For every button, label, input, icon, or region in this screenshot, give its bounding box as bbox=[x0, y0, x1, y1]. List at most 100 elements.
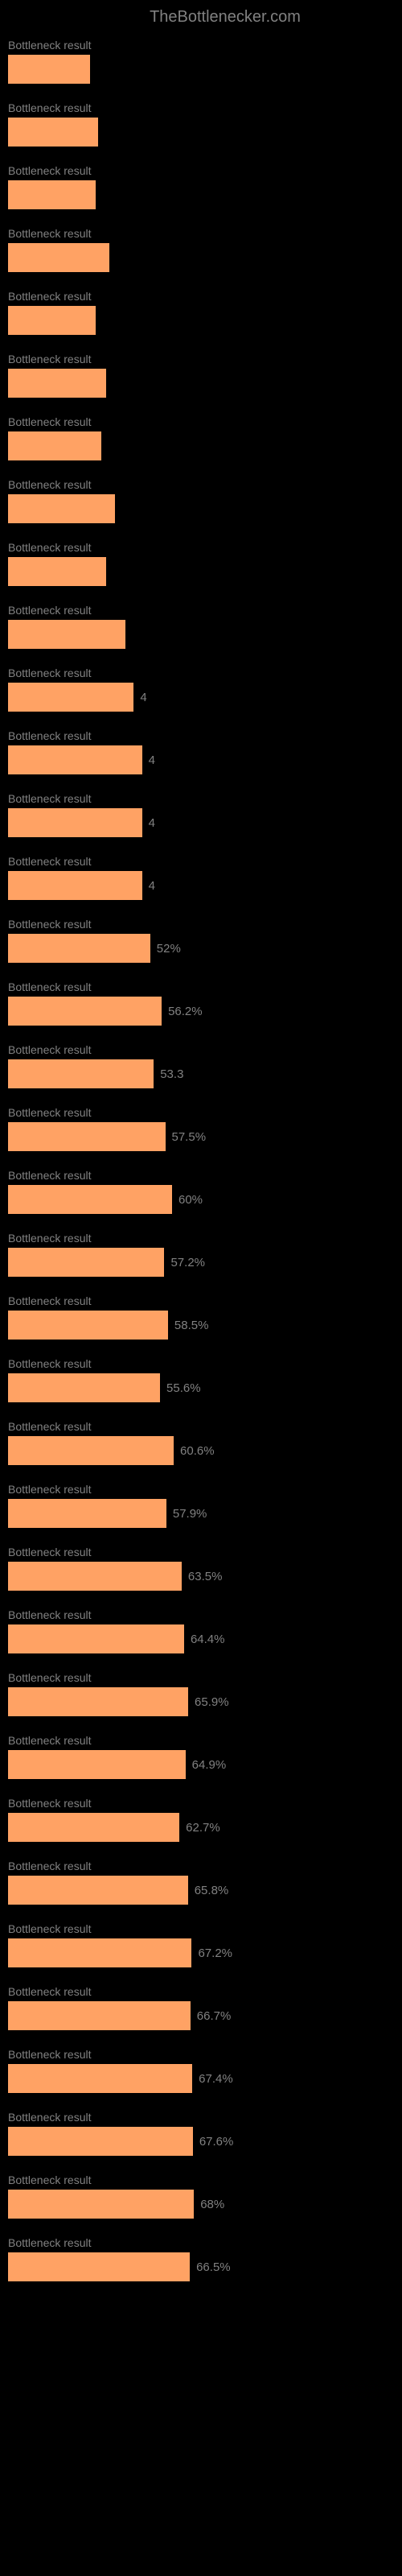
result-bar bbox=[8, 745, 142, 774]
chart-row: Bottleneck result bbox=[8, 415, 394, 460]
chart-row: Bottleneck result bbox=[8, 164, 394, 209]
chart-row: Bottleneck result64.4% bbox=[8, 1608, 394, 1653]
result-value: 56.2% bbox=[168, 1005, 203, 1018]
row-label: Bottleneck result bbox=[8, 541, 394, 554]
result-bar bbox=[8, 494, 115, 523]
result-value: 68% bbox=[200, 2198, 224, 2211]
bar-wrapper: 57.2% bbox=[8, 1248, 394, 1277]
chart-row: Bottleneck result bbox=[8, 227, 394, 272]
bar-wrapper: 65.8% bbox=[8, 1876, 394, 1905]
result-bar bbox=[8, 557, 106, 586]
row-label: Bottleneck result bbox=[8, 1232, 394, 1245]
result-value: 58.5% bbox=[174, 1319, 209, 1332]
result-value: 60% bbox=[178, 1193, 203, 1207]
bar-wrapper: 55.6% bbox=[8, 1373, 394, 1402]
chart-row: Bottleneck result bbox=[8, 101, 394, 147]
bar-wrapper: 4 bbox=[8, 683, 394, 712]
result-value: 4 bbox=[149, 816, 155, 830]
bar-wrapper: 57.5% bbox=[8, 1122, 394, 1151]
bar-wrapper bbox=[8, 243, 394, 272]
bar-wrapper: 60.6% bbox=[8, 1436, 394, 1465]
row-label: Bottleneck result bbox=[8, 1922, 394, 1935]
result-value: 4 bbox=[149, 753, 155, 767]
chart-row: Bottleneck result 65.8% bbox=[8, 1860, 394, 1905]
result-bar bbox=[8, 2252, 190, 2281]
result-bar bbox=[8, 1938, 191, 1967]
result-value: 57.9% bbox=[173, 1507, 207, 1521]
bar-wrapper bbox=[8, 55, 394, 84]
row-label: Bottleneck result bbox=[8, 1169, 394, 1182]
result-value: 67.4% bbox=[199, 2072, 233, 2086]
bar-wrapper: 4 bbox=[8, 745, 394, 774]
row-label: Bottleneck result bbox=[8, 290, 394, 303]
bar-wrapper bbox=[8, 306, 394, 335]
result-value: 65.9% bbox=[195, 1695, 229, 1709]
result-bar bbox=[8, 180, 96, 209]
result-value: 57.5% bbox=[172, 1130, 207, 1144]
result-bar bbox=[8, 1499, 166, 1528]
result-value: 66.7% bbox=[197, 2009, 232, 2023]
row-label: Bottleneck result bbox=[8, 415, 394, 428]
row-label: Bottleneck result bbox=[8, 980, 394, 993]
result-bar bbox=[8, 1248, 164, 1277]
chart-row: Bottleneck result 56.2% bbox=[8, 980, 394, 1026]
chart-row: Bottleneck result58.5% bbox=[8, 1294, 394, 1340]
result-bar bbox=[8, 55, 90, 84]
row-label: Bottleneck result bbox=[8, 1106, 394, 1119]
bar-wrapper: 52% bbox=[8, 934, 394, 963]
row-label: Bottleneck result bbox=[8, 227, 394, 240]
result-bar bbox=[8, 1122, 166, 1151]
result-value: 52% bbox=[157, 942, 181, 956]
bar-wrapper bbox=[8, 180, 394, 209]
chart-row: Bottleneck result 67.4% bbox=[8, 2048, 394, 2093]
site-title: TheBottlenecker.com bbox=[150, 8, 301, 26]
row-label: Bottleneck result bbox=[8, 1860, 394, 1872]
bar-wrapper: 4 bbox=[8, 808, 394, 837]
row-label: Bottleneck result bbox=[8, 2111, 394, 2124]
result-bar bbox=[8, 1562, 182, 1591]
chart-row: Bottleneck result bbox=[8, 478, 394, 523]
result-bar bbox=[8, 2064, 192, 2093]
bar-wrapper: 4 bbox=[8, 871, 394, 900]
chart-row: Bottleneck result 60% bbox=[8, 1169, 394, 1214]
result-bar bbox=[8, 1059, 154, 1088]
bar-wrapper: 53.3 bbox=[8, 1059, 394, 1088]
result-bar bbox=[8, 683, 133, 712]
bar-wrapper: 68% bbox=[8, 2190, 394, 2219]
row-label: Bottleneck result bbox=[8, 1985, 394, 1998]
result-bar bbox=[8, 620, 125, 649]
row-label: Bottleneck result bbox=[8, 164, 394, 177]
row-label: Bottleneck result bbox=[8, 1797, 394, 1810]
bar-wrapper bbox=[8, 431, 394, 460]
row-label: Bottleneck result bbox=[8, 2048, 394, 2061]
chart-row: Bottleneck result 62.7% bbox=[8, 1797, 394, 1842]
row-label: Bottleneck result bbox=[8, 1546, 394, 1558]
result-bar bbox=[8, 1185, 172, 1214]
chart-row: Bottleneck result 66.7% bbox=[8, 1985, 394, 2030]
bar-wrapper: 67.4% bbox=[8, 2064, 394, 2093]
result-bar bbox=[8, 871, 142, 900]
result-value: 66.5% bbox=[196, 2260, 231, 2274]
row-label: Bottleneck result bbox=[8, 353, 394, 365]
result-bar bbox=[8, 369, 106, 398]
result-bar bbox=[8, 1311, 168, 1340]
bar-wrapper: 56.2% bbox=[8, 997, 394, 1026]
chart-row: Bottleneck result4 bbox=[8, 855, 394, 900]
result-bar bbox=[8, 1436, 174, 1465]
result-bar bbox=[8, 808, 142, 837]
bar-wrapper bbox=[8, 620, 394, 649]
bar-wrapper: 67.6% bbox=[8, 2127, 394, 2156]
row-label: Bottleneck result bbox=[8, 2174, 394, 2186]
result-bar bbox=[8, 1373, 160, 1402]
result-bar bbox=[8, 934, 150, 963]
chart-row: Bottleneck result 68% bbox=[8, 2174, 394, 2219]
bottleneck-chart: Bottleneck resultBottleneck resultBottle… bbox=[0, 39, 402, 2281]
result-value: 67.6% bbox=[199, 2135, 234, 2149]
row-label: Bottleneck result bbox=[8, 729, 394, 742]
chart-row: Bottleneck result63.5% bbox=[8, 1546, 394, 1591]
bar-wrapper: 66.7% bbox=[8, 2001, 394, 2030]
bar-wrapper bbox=[8, 118, 394, 147]
row-label: Bottleneck result bbox=[8, 1420, 394, 1433]
result-value: 57.2% bbox=[170, 1256, 205, 1269]
bar-wrapper: 62.7% bbox=[8, 1813, 394, 1842]
